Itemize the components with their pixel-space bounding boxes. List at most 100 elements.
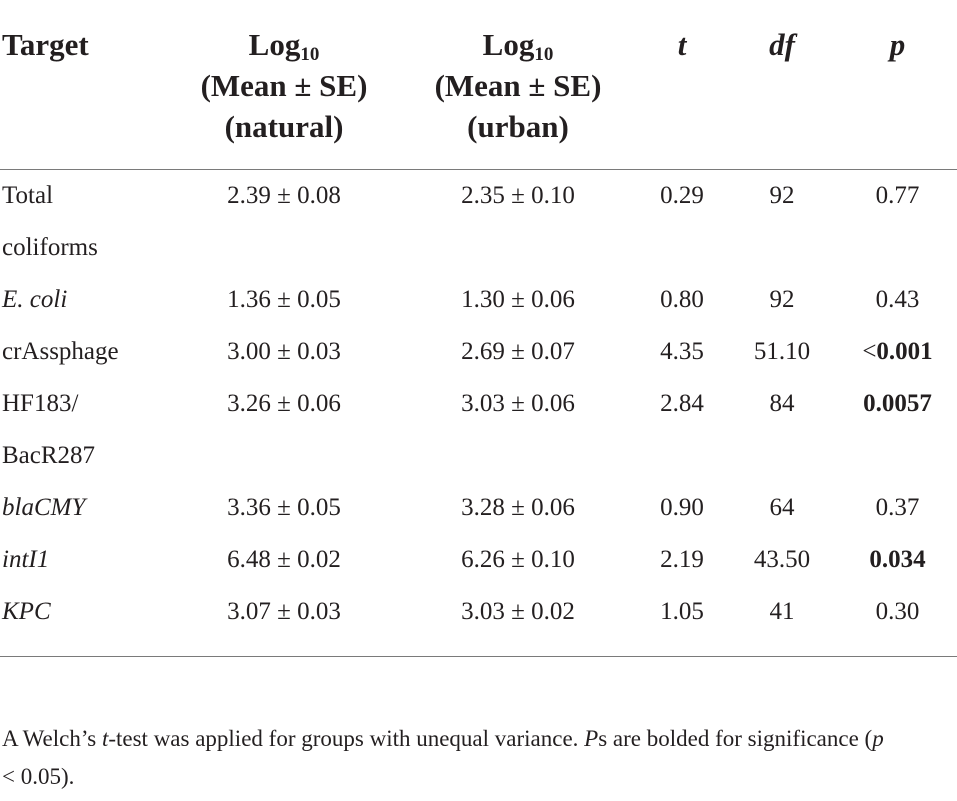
cell-p-value: 0.30 xyxy=(875,598,920,625)
cell-natural: 3.07 ± 0.03 xyxy=(227,598,341,625)
cell-df: 43.50 xyxy=(753,546,811,573)
cell-p-value: 0.77 xyxy=(875,182,920,209)
results-table-container: Target Log10 (Mean ± SE) (natural) Log10… xyxy=(0,0,957,639)
cell-df: 64 xyxy=(769,494,795,521)
cell-t: 2.19 xyxy=(660,546,704,573)
cell-urban: 3.03 ± 0.02 xyxy=(461,598,575,625)
cell-target: blaCMY xyxy=(2,494,86,521)
cell-t xyxy=(638,430,726,482)
results-table: Target Log10 (Mean ± SE) (natural) Log10… xyxy=(0,0,957,639)
cell-t: 0.90 xyxy=(660,494,704,521)
table-row: BacR287 xyxy=(0,430,957,482)
cell-df: 92 xyxy=(769,182,795,209)
table-row: KPC 3.07 ± 0.03 3.03 ± 0.02 1.05 41 0.30 xyxy=(0,586,957,638)
table-row: E. coli 1.36 ± 0.05 1.30 ± 0.06 0.80 92 0.43 xyxy=(0,274,957,326)
cell-p: <0.001 xyxy=(838,326,957,378)
table-row: intI1 6.48 ± 0.02 6.26 ± 0.10 2.19 43.50 0.03… xyxy=(0,534,957,586)
footnote-p-italic: p xyxy=(872,726,884,751)
cell-urban: 3.28 ± 0.06 xyxy=(461,494,575,521)
cell-p-value: 0.37 xyxy=(875,494,920,521)
footnote-t-italic: t xyxy=(101,726,109,751)
header-t: t xyxy=(638,0,726,170)
header-natural-line3: (natural) xyxy=(224,109,344,144)
header-natural-log: Log xyxy=(248,27,301,62)
cell-p: 0.30 xyxy=(838,586,957,638)
cell-p: 0.0057 xyxy=(838,378,957,430)
cell-urban xyxy=(398,430,638,482)
cell-t: 2.84 xyxy=(660,390,704,417)
cell-df xyxy=(726,222,838,274)
header-urban: Log10 (Mean ± SE) (urban) xyxy=(398,0,638,170)
cell-target: Total xyxy=(2,182,54,209)
cell-urban: 2.69 ± 0.07 xyxy=(461,338,575,365)
cell-target: BacR287 xyxy=(2,442,96,469)
cell-p-value: 0.001 xyxy=(876,338,933,365)
cell-natural: 2.39 ± 0.08 xyxy=(227,182,341,209)
cell-target: E. coli xyxy=(2,286,68,313)
table-row: coliforms xyxy=(0,222,957,274)
cell-target: coliforms xyxy=(2,234,98,261)
header-target: Target xyxy=(0,0,170,170)
header-natural-subscript: 10 xyxy=(300,44,320,65)
cell-t xyxy=(638,222,726,274)
header-urban-subscript: 10 xyxy=(534,44,554,65)
cell-urban: 6.26 ± 0.10 xyxy=(461,546,575,573)
table-row: crAssphage 3.00 ± 0.03 2.69 ± 0.07 4.35 51.1… xyxy=(0,326,957,378)
header-urban-log: Log xyxy=(482,27,535,62)
footnote-part1: A Welch’s xyxy=(2,726,102,751)
cell-t: 1.05 xyxy=(660,598,704,625)
cell-t: 4.35 xyxy=(660,338,704,365)
cell-p-prefix: < xyxy=(862,338,877,365)
cell-natural: 3.00 ± 0.03 xyxy=(227,338,341,365)
table-row: Total 2.39 ± 0.08 2.35 ± 0.10 0.29 92 0.77 xyxy=(0,170,957,223)
cell-natural: 3.36 ± 0.05 xyxy=(227,494,341,521)
cell-p-value: 0.034 xyxy=(869,546,926,573)
footnote-part3: s are bolded for significance ( xyxy=(598,726,873,751)
cell-target: crAssphage xyxy=(2,338,119,365)
cell-p-value: 0.0057 xyxy=(863,390,932,417)
cell-urban xyxy=(398,222,638,274)
footnote-part4: < 0.05). xyxy=(2,764,75,789)
table-row: HF183/3.26 ± 0.06 3.03 ± 0.06 2.84 84 0.0057 xyxy=(0,378,957,430)
cell-p: 0.77 xyxy=(838,170,957,223)
footnote-part2: -test was applied for groups with unequa… xyxy=(108,726,585,751)
cell-t: 0.29 xyxy=(660,182,704,209)
cell-natural xyxy=(170,222,398,274)
cell-t: 0.80 xyxy=(660,286,704,313)
cell-urban: 1.30 ± 0.06 xyxy=(461,286,575,313)
header-urban-line2: (Mean ± SE) xyxy=(434,68,602,103)
cell-df: 84 xyxy=(769,390,795,417)
cell-df: 51.10 xyxy=(753,338,811,365)
cell-df: 92 xyxy=(769,286,795,313)
header-urban-line3: (urban) xyxy=(467,109,569,144)
table-header: Target Log10 (Mean ± SE) (natural) Log10… xyxy=(0,0,957,170)
header-row: Target Log10 (Mean ± SE) (natural) Log10… xyxy=(0,0,957,170)
cell-p xyxy=(838,222,957,274)
cell-p: 0.37 xyxy=(838,482,957,534)
table-bottom-rule xyxy=(0,656,957,657)
cell-target: KPC xyxy=(2,598,51,625)
table-row: blaCMY 3.36 ± 0.05 3.28 ± 0.06 0.90 64 0.37 xyxy=(0,482,957,534)
cell-natural xyxy=(170,430,398,482)
cell-urban: 2.35 ± 0.10 xyxy=(461,182,575,209)
cell-p: 0.034 xyxy=(838,534,957,586)
header-natural: Log10 (Mean ± SE) (natural) xyxy=(170,0,398,170)
table-body: Total 2.39 ± 0.08 2.35 ± 0.10 0.29 92 0.77 col… xyxy=(0,170,957,639)
cell-df xyxy=(726,430,838,482)
cell-p: 0.43 xyxy=(838,274,957,326)
header-df: df xyxy=(726,0,838,170)
cell-natural: 3.26 ± 0.06 xyxy=(227,390,341,417)
cell-p xyxy=(838,430,957,482)
footnote-ps-italic: P xyxy=(584,726,599,751)
cell-target: HF183/ xyxy=(2,390,79,417)
cell-natural: 1.36 ± 0.05 xyxy=(227,286,341,313)
cell-target: intI1 xyxy=(2,546,50,573)
header-urban-line1: Log10 xyxy=(398,24,638,65)
header-natural-line2: (Mean ± SE) xyxy=(200,68,368,103)
header-natural-line1: Log10 xyxy=(170,24,398,65)
cell-urban: 3.03 ± 0.06 xyxy=(461,390,575,417)
cell-natural: 6.48 ± 0.02 xyxy=(227,546,341,573)
cell-p-value: 0.43 xyxy=(875,286,920,313)
cell-df: 41 xyxy=(769,598,795,625)
header-p: p xyxy=(838,0,957,170)
